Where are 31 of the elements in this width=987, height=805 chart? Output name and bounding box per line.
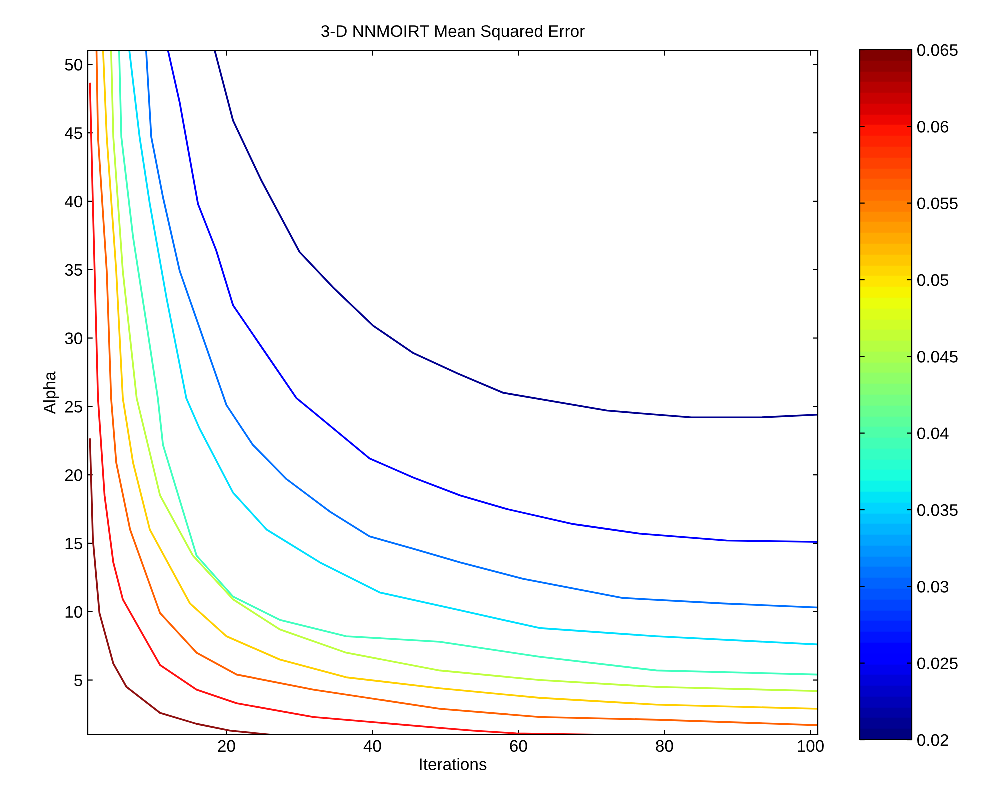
color-bar-label: 0.025	[918, 658, 958, 670]
color-bar-label: 0.06	[918, 121, 949, 133]
x-axis-title: Iterations	[420, 758, 487, 770]
y-tick-label: 15	[66, 538, 82, 550]
y-tick-label: 40	[64, 196, 82, 208]
x-tick-label: 20	[218, 740, 236, 752]
x-tick-label: 80	[656, 740, 674, 752]
y-tick-label: 45	[64, 128, 82, 140]
x-tick-label: 60	[510, 740, 528, 752]
color-bar-label: 0.05	[918, 274, 949, 286]
chart-title: 3-D NNMOIRT Mean Squared Error	[321, 25, 585, 41]
x-tick-label: 100	[798, 740, 824, 752]
x-tick-label: 40	[364, 740, 382, 752]
color-bar-label: 0.02	[918, 734, 948, 746]
color-bar-label: 0.065	[918, 44, 958, 56]
line-series	[89, 82, 603, 735]
y-tick-label: 30	[65, 332, 82, 344]
y-tick-label: 10	[66, 606, 82, 618]
line-series	[214, 51, 818, 419]
y-tick-label: 50	[65, 59, 82, 71]
y-tick-label: 35	[65, 264, 82, 276]
y-axis-title: Alpha	[44, 372, 60, 414]
color-bar-label: 0.04	[918, 428, 949, 440]
color-bar-label: 0.03	[918, 581, 949, 593]
y-tick-label: 20	[65, 469, 82, 482]
color-bar-label: 0.035	[918, 504, 958, 516]
color-bar-label: 0.055	[918, 198, 958, 210]
color-bar-label: 0.045	[918, 351, 958, 363]
line-series	[89, 438, 273, 735]
y-tick-label: 25	[65, 401, 82, 413]
y-tick-label: 5	[74, 674, 82, 686]
